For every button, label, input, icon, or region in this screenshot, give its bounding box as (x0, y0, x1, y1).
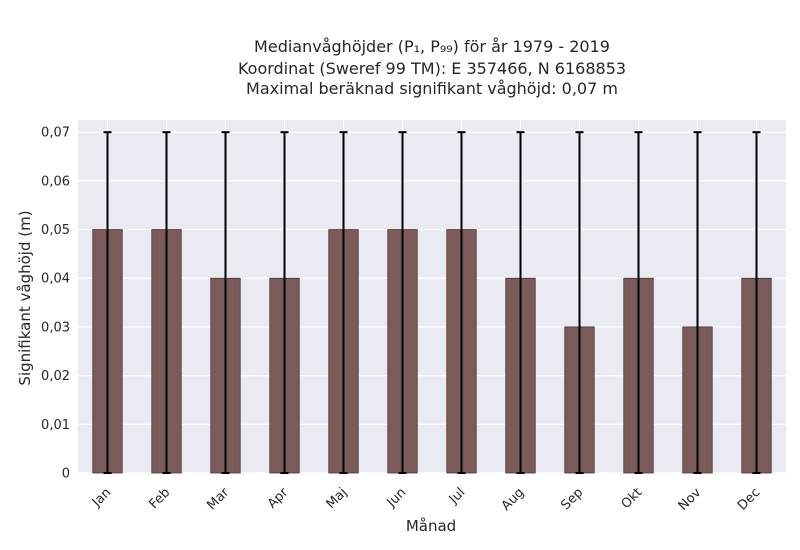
error-bar-dec (752, 131, 761, 474)
error-bar-nov (693, 131, 702, 474)
plot-area (78, 120, 786, 473)
x-tick-label-dec: Dec (735, 485, 763, 513)
y-tick-label-5: 0,05 (41, 223, 70, 238)
y-grid (78, 131, 786, 474)
y-tick-label-4: 0,04 (41, 272, 70, 287)
error-bar-aug (516, 131, 525, 474)
x-tick-label-jan: Jan (89, 485, 114, 510)
x-tick-label-jun: Jun (384, 485, 410, 511)
y-axis-label: Signifikant våghöjd (m) (16, 210, 34, 385)
y-tick-label-3: 0,03 (41, 320, 70, 335)
x-tick-label-maj: Maj (324, 485, 351, 512)
y-axis-ticks: 0 0,01 0,02 0,03 0,04 0,05 0,06 0,07 (41, 126, 70, 482)
y-tick-label-0: 0 (62, 467, 70, 482)
error-bar-maj (339, 131, 348, 474)
error-bar-mar (221, 131, 230, 474)
y-tick-label-7: 0,07 (41, 126, 70, 141)
y-tick-label-1: 0,01 (41, 418, 70, 433)
x-tick-label-jul: Jul (446, 485, 468, 507)
y-tick-label-2: 0,02 (41, 369, 70, 384)
x-axis-label: Månad (406, 517, 456, 535)
error-bar-feb (162, 131, 171, 474)
y-tick-label-6: 0,06 (41, 174, 70, 189)
error-bars (103, 131, 761, 474)
error-bar-jul (457, 131, 466, 474)
chart-title-line-1: Medianvåghöjder (P₁, P₉₉) för år 1979 - … (254, 37, 610, 56)
x-tick-label-okt: Okt (619, 485, 646, 512)
x-tick-label-mar: Mar (204, 485, 232, 513)
x-tick-label-nov: Nov (676, 485, 705, 514)
error-bar-okt (634, 131, 643, 474)
x-tick-label-aug: Aug (499, 485, 528, 514)
error-bar-jun (398, 131, 407, 474)
error-bar-apr (280, 131, 289, 474)
chart-title-line-2: Koordinat (Sweref 99 TM): E 357466, N 61… (238, 59, 626, 78)
x-tick-label-apr: Apr (265, 485, 292, 512)
x-axis-ticks: Jan Feb Mar Apr Maj Jun Jul Aug Sep Okt Nov Dec (89, 485, 763, 514)
error-bar-jan (103, 131, 112, 474)
x-tick-label-feb: Feb (146, 485, 173, 512)
x-tick-label-sep: Sep (558, 485, 586, 513)
error-bar-sep (575, 131, 584, 474)
chart-title-line-3: Maximal beräknad signifikant våghöjd: 0,… (246, 79, 618, 98)
